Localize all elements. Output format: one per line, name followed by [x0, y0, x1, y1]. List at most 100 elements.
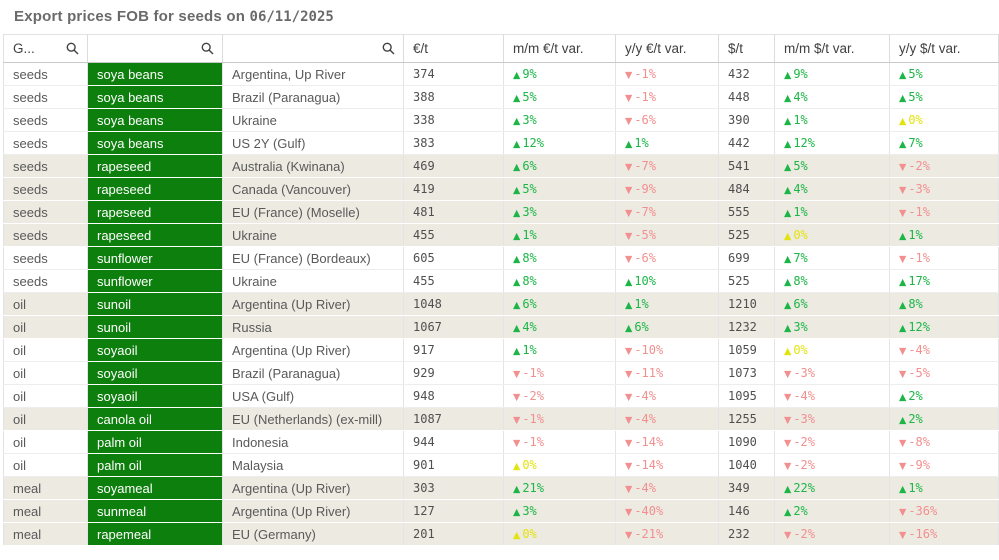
cell-mm_usd[interactable]: ▼ -3% [774, 407, 890, 431]
cell-usd[interactable]: 1210 [718, 292, 775, 316]
cell-product[interactable]: canola oil [87, 407, 223, 431]
cell-yy_usd[interactable]: ▲ 7% [889, 131, 999, 155]
cell-yy_usd[interactable]: ▲ 5% [889, 85, 999, 109]
cell-yy_usd[interactable]: ▼ -2% [889, 154, 999, 178]
cell-eur[interactable]: 605 [403, 246, 504, 270]
cell-yy_eur[interactable]: ▲ 6% [615, 315, 719, 339]
cell-product[interactable]: palm oil [87, 453, 223, 477]
cell-mm_eur[interactable]: ▲ 3% [503, 108, 616, 132]
cell-usd[interactable]: 1059 [718, 338, 775, 362]
cell-origin[interactable]: Ukraine [222, 269, 404, 293]
cell-group[interactable]: seeds [3, 200, 88, 224]
cell-group[interactable]: meal [3, 476, 88, 500]
cell-origin[interactable]: Argentina (Up River) [222, 292, 404, 316]
cell-yy_eur[interactable]: ▼ -21% [615, 522, 719, 546]
column-header-origin[interactable] [222, 34, 404, 63]
cell-mm_eur[interactable]: ▲ 12% [503, 131, 616, 155]
cell-origin[interactable]: EU (France) (Moselle) [222, 200, 404, 224]
cell-product[interactable]: rapeseed [87, 154, 223, 178]
cell-mm_usd[interactable]: ▲ 1% [774, 200, 890, 224]
cell-product[interactable]: soyaoil [87, 384, 223, 408]
cell-group[interactable]: seeds [3, 85, 88, 109]
cell-usd[interactable]: 390 [718, 108, 775, 132]
cell-product[interactable]: soya beans [87, 131, 223, 155]
cell-usd[interactable]: 232 [718, 522, 775, 546]
cell-mm_usd[interactable]: ▼ -2% [774, 522, 890, 546]
cell-mm_eur[interactable]: ▲ 6% [503, 292, 616, 316]
cell-origin[interactable]: Brazil (Paranagua) [222, 361, 404, 385]
cell-origin[interactable]: US 2Y (Gulf) [222, 131, 404, 155]
cell-origin[interactable]: EU (Netherlands) (ex-mill) [222, 407, 404, 431]
cell-mm_usd[interactable]: ▼ -2% [774, 453, 890, 477]
cell-mm_eur[interactable]: ▲ 8% [503, 269, 616, 293]
cell-origin[interactable]: EU (Germany) [222, 522, 404, 546]
cell-usd[interactable]: 146 [718, 499, 775, 523]
cell-product[interactable]: rapeseed [87, 223, 223, 247]
column-header-product[interactable] [87, 34, 223, 63]
cell-eur[interactable]: 374 [403, 62, 504, 86]
cell-origin[interactable]: Argentina (Up River) [222, 499, 404, 523]
cell-yy_usd[interactable]: ▲ 0% [889, 108, 999, 132]
cell-eur[interactable]: 929 [403, 361, 504, 385]
cell-yy_eur[interactable]: ▼ -6% [615, 108, 719, 132]
cell-yy_usd[interactable]: ▼ -8% [889, 430, 999, 454]
cell-eur[interactable]: 481 [403, 200, 504, 224]
cell-product[interactable]: rapeseed [87, 177, 223, 201]
cell-yy_eur[interactable]: ▼ -10% [615, 338, 719, 362]
cell-yy_usd[interactable]: ▼ -1% [889, 200, 999, 224]
cell-yy_usd[interactable]: ▼ -3% [889, 177, 999, 201]
cell-yy_eur[interactable]: ▼ -1% [615, 62, 719, 86]
cell-mm_usd[interactable]: ▲ 7% [774, 246, 890, 270]
cell-yy_usd[interactable]: ▼ -16% [889, 522, 999, 546]
cell-eur[interactable]: 944 [403, 430, 504, 454]
cell-eur[interactable]: 901 [403, 453, 504, 477]
cell-yy_eur[interactable]: ▲ 10% [615, 269, 719, 293]
cell-usd[interactable]: 442 [718, 131, 775, 155]
cell-product[interactable]: soyaoil [87, 338, 223, 362]
cell-origin[interactable]: Ukraine [222, 108, 404, 132]
cell-mm_usd[interactable]: ▲ 12% [774, 131, 890, 155]
cell-mm_usd[interactable]: ▲ 4% [774, 85, 890, 109]
cell-mm_usd[interactable]: ▲ 9% [774, 62, 890, 86]
cell-product[interactable]: rapemeal [87, 522, 223, 546]
cell-group[interactable]: oil [3, 430, 88, 454]
cell-origin[interactable]: Malaysia [222, 453, 404, 477]
cell-eur[interactable]: 948 [403, 384, 504, 408]
cell-group[interactable]: oil [3, 384, 88, 408]
cell-origin[interactable]: Russia [222, 315, 404, 339]
cell-product[interactable]: soya beans [87, 108, 223, 132]
cell-origin[interactable]: Australia (Kwinana) [222, 154, 404, 178]
cell-yy_eur[interactable]: ▼ -7% [615, 200, 719, 224]
cell-mm_usd[interactable]: ▲ 22% [774, 476, 890, 500]
cell-mm_eur[interactable]: ▲ 8% [503, 246, 616, 270]
cell-yy_usd[interactable]: ▼ -1% [889, 246, 999, 270]
cell-usd[interactable]: 1040 [718, 453, 775, 477]
cell-eur[interactable]: 338 [403, 108, 504, 132]
cell-usd[interactable]: 541 [718, 154, 775, 178]
cell-product[interactable]: sunflower [87, 269, 223, 293]
cell-mm_usd[interactable]: ▲ 0% [774, 338, 890, 362]
cell-group[interactable]: oil [3, 361, 88, 385]
cell-mm_eur[interactable]: ▲ 0% [503, 522, 616, 546]
cell-product[interactable]: soya beans [87, 62, 223, 86]
cell-yy_eur[interactable]: ▲ 1% [615, 131, 719, 155]
cell-group[interactable]: seeds [3, 223, 88, 247]
cell-yy_eur[interactable]: ▼ -4% [615, 384, 719, 408]
cell-mm_usd[interactable]: ▲ 6% [774, 292, 890, 316]
cell-mm_eur[interactable]: ▼ -1% [503, 430, 616, 454]
cell-origin[interactable]: USA (Gulf) [222, 384, 404, 408]
cell-usd[interactable]: 432 [718, 62, 775, 86]
cell-eur[interactable]: 917 [403, 338, 504, 362]
cell-mm_usd[interactable]: ▲ 4% [774, 177, 890, 201]
column-header-eur[interactable]: €/t [403, 34, 504, 63]
search-icon[interactable] [382, 42, 395, 55]
cell-usd[interactable]: 525 [718, 269, 775, 293]
cell-yy_eur[interactable]: ▼ -1% [615, 85, 719, 109]
cell-group[interactable]: seeds [3, 62, 88, 86]
cell-origin[interactable]: Indonesia [222, 430, 404, 454]
cell-product[interactable]: palm oil [87, 430, 223, 454]
cell-usd[interactable]: 555 [718, 200, 775, 224]
column-header-mm_usd[interactable]: m/m $/t var. [774, 34, 890, 63]
cell-group[interactable]: meal [3, 522, 88, 546]
cell-eur[interactable]: 383 [403, 131, 504, 155]
